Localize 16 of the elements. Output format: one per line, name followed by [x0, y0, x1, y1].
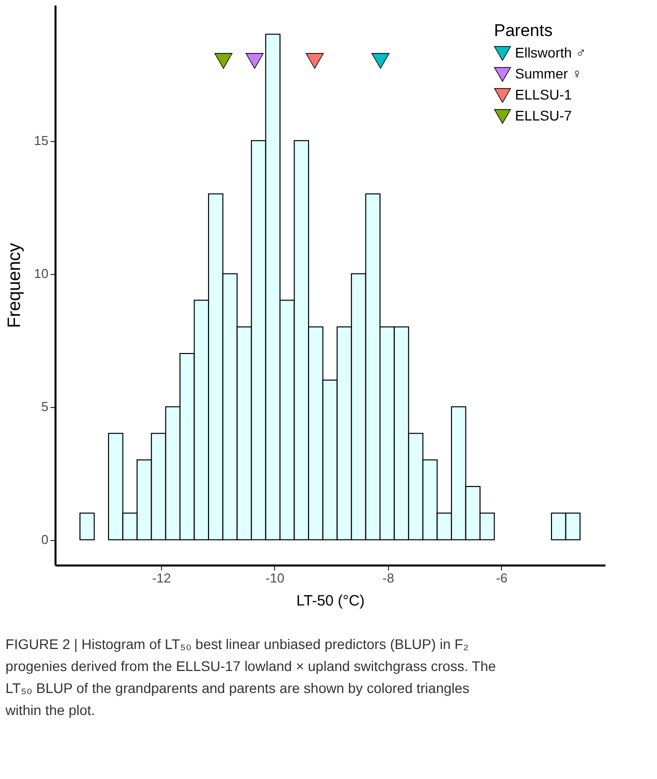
y-tick-label: 0	[41, 532, 48, 548]
y-tick-label: 10	[34, 266, 48, 282]
y-axis-title: Frequency	[4, 242, 24, 328]
caption: FIGURE 2 | Histogram of LT₅₀ best linear unbiased predictors (BLUP) in F₂ progenies derived from the ELLSU-17 lowland × upland switchgrass cross. The LT₅₀ BLUP of the grandparents and parents are shown by colored triangles within the plot.	[4, 636, 496, 718]
legend-label: Summer ♀	[515, 66, 582, 82]
x-tick-label: -6	[496, 570, 508, 586]
x-tick-label: -10	[266, 570, 284, 586]
legend-label: Ellsworth ♂	[515, 44, 586, 60]
x-axis-title: LT-50 (°C)	[296, 592, 365, 610]
x-tick-label: -8	[382, 570, 394, 586]
legend-label: ELLSU-7	[515, 108, 572, 124]
legend-title: Parents	[494, 21, 553, 40]
legend-label: ELLSU-1	[515, 86, 572, 102]
y-tick-label: 5	[41, 399, 48, 414]
x-tick-label: -12	[152, 570, 171, 586]
y-tick-label: 15	[34, 133, 48, 148]
